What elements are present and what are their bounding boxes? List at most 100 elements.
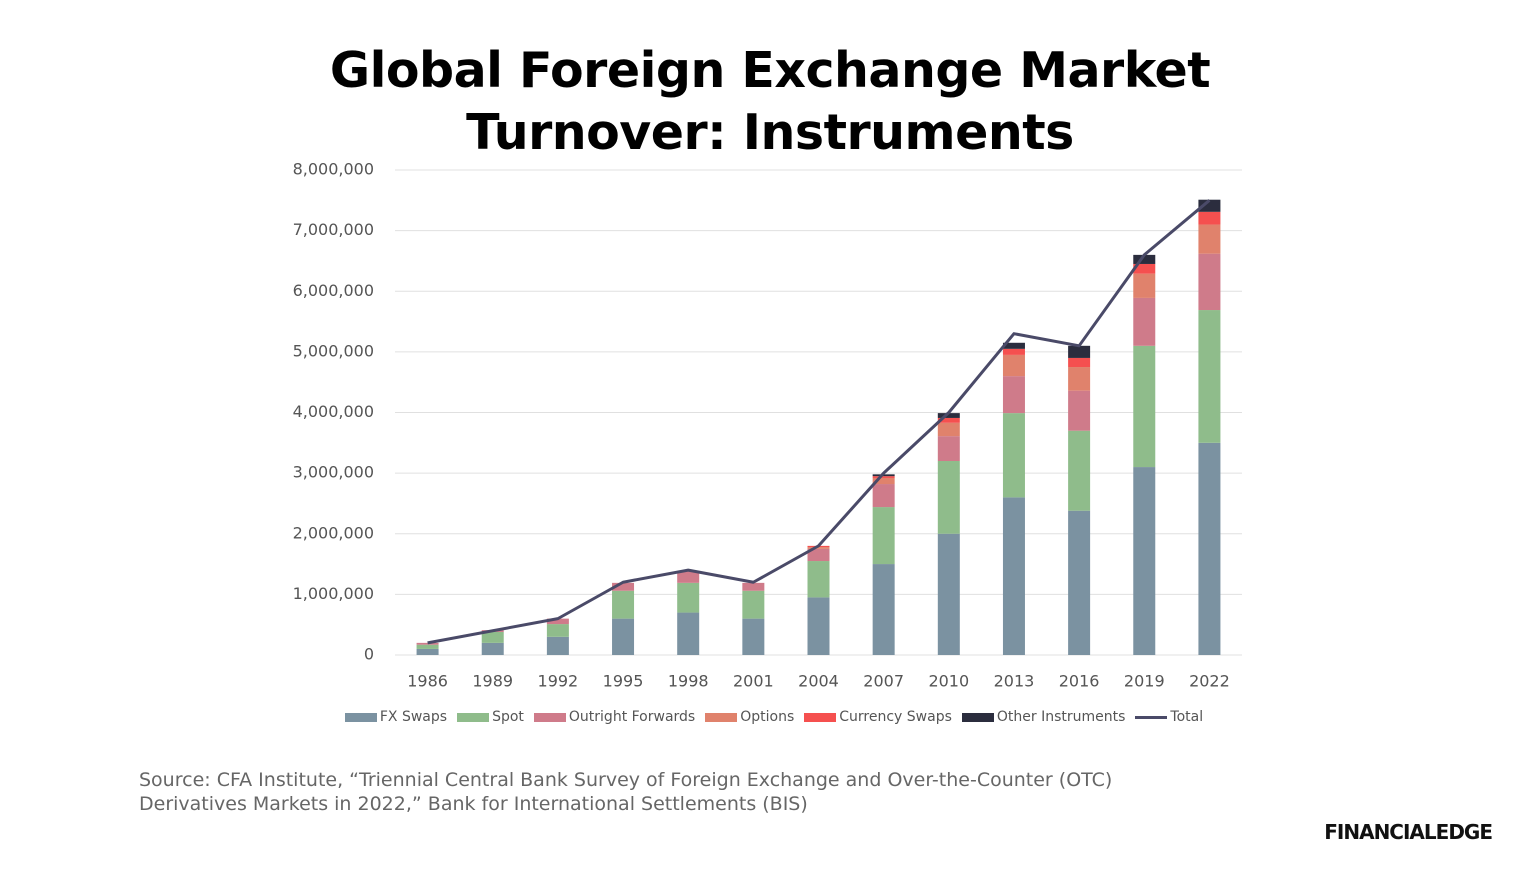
legend-label: Spot [492, 709, 524, 725]
legend-item: Other Instruments [961, 709, 1126, 725]
bar-segment [677, 570, 700, 583]
x-tick-label: 2022 [1189, 672, 1230, 691]
source-note: Source: CFA Institute, “Triennial Centra… [139, 769, 1113, 815]
bar-segment [872, 564, 895, 655]
legend-label: Options [740, 709, 795, 725]
bar-segment [1133, 263, 1156, 274]
x-tick-label: 1992 [538, 672, 579, 691]
bar-segment [937, 413, 960, 418]
x-tick-label: 1998 [668, 672, 709, 691]
legend-label: Currency Swaps [839, 709, 952, 725]
bar-segment [677, 582, 700, 613]
bar-segment [677, 612, 700, 655]
bar-segment [1002, 376, 1025, 414]
legend-item: FX Swaps [344, 709, 448, 725]
x-tick-label: 2013 [994, 672, 1035, 691]
y-tick-label: 8,000,000 [293, 160, 374, 179]
bar-segment [1068, 367, 1091, 391]
bar-segment [872, 507, 895, 565]
bar-segment [612, 618, 635, 655]
bar-segment [481, 642, 504, 655]
legend-swatch [1135, 715, 1168, 719]
bar-segment [612, 582, 635, 591]
y-tick-label: 7,000,000 [293, 220, 374, 239]
bar-segment [1002, 497, 1025, 655]
bar-segment [1133, 273, 1156, 298]
bar-segment [807, 547, 830, 549]
chart-title: Global Foreign Exchange Market Turnover:… [329, 42, 1211, 161]
bar-segment [937, 436, 960, 461]
bar-segment [1068, 345, 1091, 358]
x-tick-label: 1995 [603, 672, 644, 691]
bar-segment [1002, 354, 1025, 377]
bar-segment [872, 477, 895, 485]
total-line [427, 199, 1211, 645]
y-tick-label: 2,000,000 [293, 523, 374, 542]
bar-segment [1133, 467, 1156, 655]
bar-segment [937, 417, 960, 423]
bar-segment [807, 597, 830, 655]
bar-segment [1068, 390, 1091, 431]
legend-label: FX Swaps [379, 709, 448, 725]
y-tick-label: 3,000,000 [293, 463, 374, 482]
bar-segment [1198, 253, 1221, 311]
bar-segment [1133, 345, 1156, 468]
x-tick-label: 2001 [733, 672, 774, 691]
x-tick-label: 1989 [472, 672, 513, 691]
y-tick-label: 1,000,000 [293, 584, 374, 603]
legend-label: Other Instruments [996, 709, 1126, 725]
legend-swatch [533, 712, 566, 722]
bar-segment [416, 644, 439, 649]
bar-segment [742, 582, 765, 591]
bar-segment [1198, 310, 1221, 443]
bar-segment [872, 476, 895, 478]
bar-segment [937, 461, 960, 534]
legend-swatch [705, 712, 738, 722]
x-tick-label: 2010 [928, 672, 969, 691]
x-tick-label: 2019 [1124, 672, 1165, 691]
bar-segment [1002, 413, 1025, 498]
bar-segment [546, 624, 569, 637]
legend-label: Total [1170, 709, 1204, 725]
bar-segment [1068, 357, 1091, 368]
legend: FX Swaps Spot Outright Forwards Options Curr… [0, 709, 1536, 725]
bar-segment [1068, 430, 1091, 511]
legend-swatch [961, 712, 994, 722]
x-tick-label: 2004 [798, 672, 839, 691]
bar-segment [1198, 442, 1221, 655]
bar-segment [807, 561, 830, 598]
x-tick-label: 2007 [863, 672, 904, 691]
y-tick-label: 0 [364, 645, 374, 664]
bar-segment [1002, 348, 1025, 355]
x-tick-label: 2016 [1059, 672, 1100, 691]
bar-segment [612, 590, 635, 619]
y-tick-label: 5,000,000 [293, 341, 374, 360]
bar-segment [1002, 342, 1025, 349]
legend-swatch [344, 712, 377, 722]
bar-segment [1198, 211, 1221, 225]
legend-item: Total [1135, 709, 1203, 725]
y-tick-label: 4,000,000 [293, 402, 374, 421]
bar-segment [1133, 254, 1156, 264]
legend-swatch [804, 712, 837, 722]
y-tick-label: 6,000,000 [293, 281, 374, 300]
legend-label: Outright Forwards [568, 709, 696, 725]
bar-segment [937, 533, 960, 655]
legend-item: Options [705, 709, 794, 725]
legend-swatch [457, 712, 490, 722]
bar-segment [546, 636, 569, 655]
bar-segment [416, 648, 439, 655]
bar-segment [1133, 297, 1156, 346]
bar-segment [937, 422, 960, 437]
bar-segment [807, 548, 830, 562]
bar-segment [872, 484, 895, 508]
bar-segment [416, 642, 439, 645]
x-tick-label: 1986 [407, 672, 448, 691]
legend-item: Spot [457, 709, 524, 725]
bar-segment [546, 618, 569, 625]
bar-segment [742, 618, 765, 655]
legend-item: Outright Forwards [533, 709, 696, 725]
bar-segment [481, 631, 504, 643]
